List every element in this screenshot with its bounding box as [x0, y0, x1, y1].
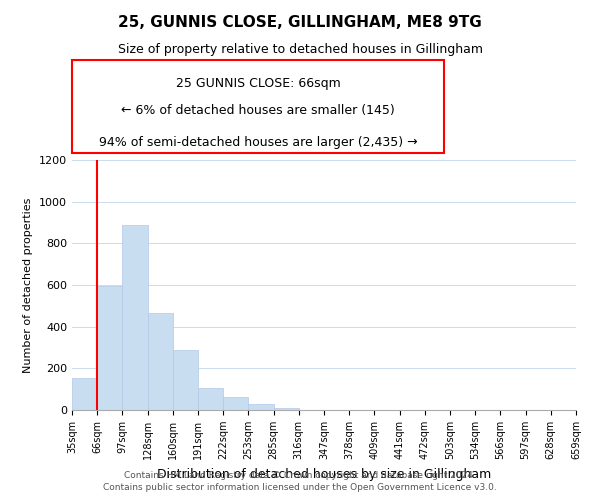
Text: 94% of semi-detached houses are larger (2,435) →: 94% of semi-detached houses are larger (…	[98, 136, 418, 149]
FancyBboxPatch shape	[72, 60, 444, 152]
Bar	[248, 404, 274, 410]
Text: Contains HM Land Registry data © Crown copyright and database right 2024.: Contains HM Land Registry data © Crown c…	[124, 471, 476, 480]
Bar	[122, 224, 148, 410]
Bar	[97, 286, 122, 410]
Bar	[72, 378, 97, 410]
X-axis label: Distribution of detached houses by size in Gillingham: Distribution of detached houses by size …	[157, 468, 491, 480]
Text: ← 6% of detached houses are smaller (145): ← 6% of detached houses are smaller (145…	[121, 104, 395, 118]
Bar	[173, 350, 198, 410]
Text: 25, GUNNIS CLOSE, GILLINGHAM, ME8 9TG: 25, GUNNIS CLOSE, GILLINGHAM, ME8 9TG	[118, 15, 482, 30]
Bar	[198, 388, 223, 410]
Bar	[223, 397, 248, 410]
Bar	[274, 408, 299, 410]
Y-axis label: Number of detached properties: Number of detached properties	[23, 198, 34, 372]
Bar	[148, 313, 173, 410]
Text: 25 GUNNIS CLOSE: 66sqm: 25 GUNNIS CLOSE: 66sqm	[176, 76, 340, 90]
Text: Size of property relative to detached houses in Gillingham: Size of property relative to detached ho…	[118, 42, 482, 56]
Text: Contains public sector information licensed under the Open Government Licence v3: Contains public sector information licen…	[103, 484, 497, 492]
